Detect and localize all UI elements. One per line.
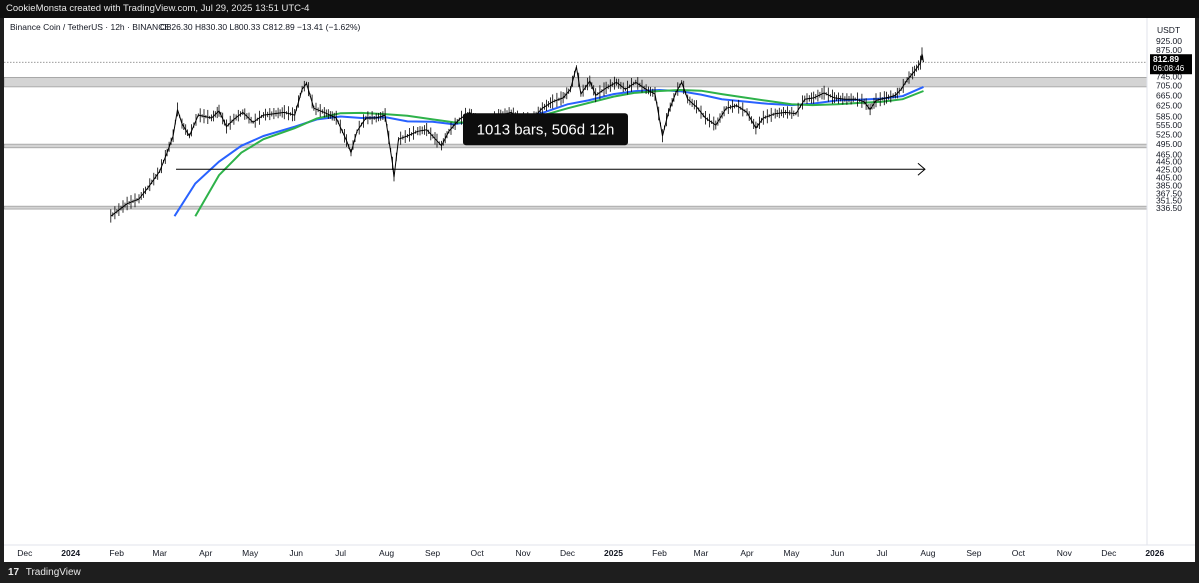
moving-average-line-1 xyxy=(173,85,924,217)
price-tick-label: 385.00 xyxy=(1156,181,1182,191)
legend-symbol: Binance Coin / TetherUS · 12h · BINANCE xyxy=(10,22,170,32)
price-tick-label: 367.50 xyxy=(1156,188,1182,198)
chart-frame: 1013 bars, 506d 12h Binance Coin / Tethe… xyxy=(3,18,1195,562)
time-tick-label: Aug xyxy=(920,548,935,558)
price-tick-label: 336.50 xyxy=(1156,203,1182,213)
time-tick-label: 2026 xyxy=(1145,548,1164,558)
moving-average-lines xyxy=(173,85,924,217)
last-price-box xyxy=(1150,54,1192,75)
time-tick-label: Nov xyxy=(516,548,532,558)
price-tick-label: 585.00 xyxy=(1156,112,1182,122)
time-tick-label: Oct xyxy=(1012,548,1026,558)
time-tick-label: Jun xyxy=(289,548,303,558)
attribution-bar: CookieMonsta created with TradingView.co… xyxy=(0,0,1199,18)
time-tick-label: Apr xyxy=(740,548,753,558)
time-tick-label: Nov xyxy=(1057,548,1073,558)
time-tick-label: Feb xyxy=(652,548,667,558)
price-tick-label: 525.00 xyxy=(1156,129,1182,139)
time-tick-label: Sep xyxy=(425,548,440,558)
price-tick-label: 705.00 xyxy=(1156,81,1182,91)
time-tick-label: Oct xyxy=(470,548,484,558)
last-price-countdown: 06:08:46 xyxy=(1153,64,1185,73)
price-zone xyxy=(3,76,1148,88)
price-tick-label: 425.00 xyxy=(1156,164,1182,174)
price-tick-label: 465.00 xyxy=(1156,149,1182,159)
footer-bar: 17 TradingView xyxy=(0,562,1199,583)
price-tick-label: 745.00 xyxy=(1156,72,1182,82)
time-tick-label: Jun xyxy=(831,548,845,558)
price-axis-unit: USDT xyxy=(1157,25,1180,35)
last-price-value: 812.89 xyxy=(1153,54,1179,64)
price-tick-label: 625.00 xyxy=(1156,101,1182,111)
measure-arrowhead xyxy=(917,162,926,176)
time-tick-label: May xyxy=(783,548,800,558)
time-tick-label: Apr xyxy=(199,548,212,558)
time-tick-label: 2025 xyxy=(604,548,623,558)
time-tick-label: Mar xyxy=(152,548,167,558)
time-tick-label: Feb xyxy=(109,548,124,558)
measure-label-box xyxy=(462,113,628,146)
price-tick-label: 495.00 xyxy=(1156,139,1182,149)
price-bars xyxy=(110,47,924,223)
price-tick-label: 405.00 xyxy=(1156,172,1182,182)
time-axis[interactable]: Dec 2024 Feb Mar Apr May Jun Jul Aug Sep Oct Nov Dec… xyxy=(17,548,1164,558)
time-tick-label: Aug xyxy=(379,548,394,558)
price-tick-label: 665.00 xyxy=(1156,90,1182,100)
time-tick-label: Dec xyxy=(1101,548,1117,558)
attribution-text: CookieMonsta created with TradingView.co… xyxy=(6,3,310,14)
time-tick-label: May xyxy=(242,548,259,558)
footer-brand: TradingView xyxy=(25,567,81,578)
time-tick-label: Mar xyxy=(694,548,709,558)
time-tick-label: Dec xyxy=(560,548,576,558)
price-tick-label: 351.50 xyxy=(1156,196,1182,206)
price-tick-label: 875.00 xyxy=(1156,45,1182,55)
measure-label-text: 1013 bars, 506d 12h xyxy=(477,121,615,138)
date-range-measurement[interactable]: 1013 bars, 506d 12h xyxy=(176,113,926,176)
price-tick-label: 445.00 xyxy=(1156,157,1182,167)
time-tick-label: Dec xyxy=(17,548,33,558)
price-chart[interactable]: 1013 bars, 506d 12h Binance Coin / Tethe… xyxy=(3,18,1195,562)
time-tick-label: 2024 xyxy=(61,548,80,558)
time-tick-label: Sep xyxy=(966,548,981,558)
time-tick-label: Jul xyxy=(335,548,346,558)
legend-ohlc: O826.30 H830.30 L800.33 C812.89 −13.41 (… xyxy=(160,22,361,32)
time-tick-label: Jul xyxy=(876,548,887,558)
moving-average-line-2 xyxy=(194,88,924,217)
tradingview-logo-icon: 17 xyxy=(8,567,20,578)
price-tick-label: 925.00 xyxy=(1156,36,1182,46)
price-tick-label: 555.00 xyxy=(1156,120,1182,130)
price-zone xyxy=(3,205,1148,210)
